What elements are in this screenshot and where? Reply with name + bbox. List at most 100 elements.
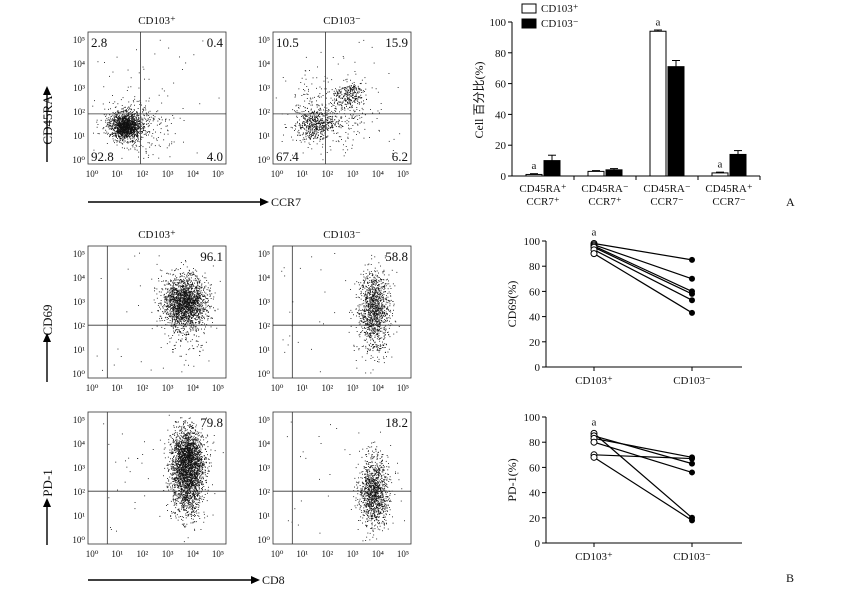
y-tick-label: 10¹	[73, 345, 85, 355]
y-tick-label: 10²	[258, 321, 270, 331]
paired-line	[593, 244, 693, 280]
y-tick-label: 10⁴	[258, 59, 270, 69]
legend-swatch	[521, 3, 537, 14]
bar-y-tick-label: 20	[495, 140, 507, 152]
panel-label-a: A	[786, 195, 795, 209]
arrow-head-cd8	[251, 576, 260, 584]
x-tick-label: 10¹	[296, 383, 308, 393]
flow-plot-frame	[272, 245, 412, 379]
y-tick-label: 10³	[73, 297, 85, 307]
flow-events	[275, 39, 401, 161]
paired-line	[593, 441, 693, 474]
flow-events	[96, 252, 221, 373]
significance-mark: a	[718, 158, 723, 170]
paired-line	[593, 253, 693, 314]
y-tick-label: 10³	[258, 297, 270, 307]
paired-point-cd103-pos	[590, 438, 598, 446]
paired-y-tick-label: 40	[529, 312, 541, 324]
y-tick-label: 10⁰	[72, 369, 85, 379]
paired-line	[593, 249, 693, 301]
flow-plot-frame	[272, 411, 412, 545]
panel-label-b: B	[786, 571, 794, 585]
paired-y-tick-label: 60	[529, 286, 541, 298]
quadrant-value-upper-right: 18.2	[385, 415, 408, 430]
y-tick-label: 10⁰	[257, 155, 270, 165]
arrow-head-cd69	[43, 333, 51, 342]
paired-y-tick-label: 0	[535, 538, 541, 550]
x-tick-label: 10⁵	[212, 549, 224, 559]
y-tick-label: 10⁰	[257, 535, 270, 545]
paired-point-cd103-neg	[689, 517, 695, 524]
y-tick-label: 10⁴	[258, 273, 270, 283]
paired-point-cd103-pos	[590, 453, 598, 461]
bar-y-tick-label: 80	[495, 48, 507, 60]
x-tick-label: 10²	[137, 169, 149, 179]
x-tick-label: 10⁰	[271, 549, 284, 559]
y-tick-label: 10¹	[258, 131, 270, 141]
x-tick-label: 10¹	[111, 383, 123, 393]
y-tick-label: 10⁵	[73, 35, 85, 45]
paired-y-tick-label: 80	[529, 261, 541, 273]
paired-point-cd103-neg	[689, 455, 695, 462]
bar-cd103-neg	[729, 153, 747, 177]
paired-point-cd103-neg	[689, 309, 695, 316]
bar-category-label-line1: CD45RA⁻	[643, 183, 691, 195]
y-tick-label: 10⁴	[73, 273, 85, 283]
flow-plot-title: CD103⁺	[138, 229, 176, 241]
bar-y-axis-label: Cell 百分比(%)	[472, 62, 486, 139]
y-tick-label: 10⁰	[72, 155, 85, 165]
ylabel-cd69: CD69	[40, 304, 55, 335]
arrow-head-ccr7	[260, 198, 269, 206]
legend-label: CD103⁺	[541, 3, 579, 15]
bar-cd103-pos	[711, 172, 729, 177]
quadrant-value-upper-left: 10.5	[276, 35, 299, 50]
x-tick-label: 10⁰	[86, 169, 99, 179]
y-tick-label: 10³	[258, 463, 270, 473]
paired-point-cd103-neg	[689, 460, 695, 467]
y-tick-label: 10¹	[73, 131, 85, 141]
bar-cd103-pos	[587, 170, 605, 177]
x-tick-label: 10³	[162, 383, 174, 393]
y-tick-label: 10⁵	[258, 415, 270, 425]
x-tick-label: 10⁰	[271, 169, 284, 179]
paired-line	[593, 245, 693, 292]
bar-category-label-line2: CCR7⁺	[588, 196, 622, 208]
flow-plot-title: CD103⁻	[323, 15, 361, 27]
y-tick-label: 10⁴	[258, 439, 270, 449]
pd1-paired-chart: 0 20 40 60 80 100 PD-1(%) CD103⁺ CD103⁻ a	[505, 412, 742, 563]
paired-y-axis-label: CD69(%)	[505, 281, 519, 328]
x-tick-label: 10⁴	[372, 549, 384, 559]
y-tick-label: 10⁰	[257, 369, 270, 379]
quadrant-value-upper-right: 0.4	[207, 35, 224, 50]
flow-plot-frame	[87, 245, 227, 379]
flow-events	[92, 39, 220, 159]
x-tick-label: 10¹	[111, 549, 123, 559]
paired-y-tick-label: 100	[524, 236, 541, 248]
quadrant-value-upper-right: 15.9	[385, 35, 408, 50]
paired-line	[593, 435, 693, 465]
x-tick-label: 10¹	[296, 169, 308, 179]
paired-x-tick-label: CD103⁺	[575, 375, 613, 387]
x-tick-label: 10⁵	[397, 549, 409, 559]
arrow-head-pd1	[43, 498, 51, 507]
y-tick-label: 10¹	[258, 345, 270, 355]
bar-y-tick-label: 40	[495, 109, 507, 121]
paired-point-cd103-neg	[689, 469, 695, 476]
paired-x-tick-label: CD103⁺	[575, 551, 613, 563]
bar-category-label-line1: CD45RA⁺	[705, 183, 753, 195]
flow-plot-frame	[87, 411, 227, 545]
y-tick-label: 10³	[258, 83, 270, 93]
x-tick-label: 10²	[137, 383, 149, 393]
paired-line	[593, 242, 693, 261]
quadrant-value-lower-left: 92.8	[91, 149, 114, 164]
x-tick-label: 10⁴	[187, 169, 199, 179]
y-tick-label: 10²	[258, 487, 270, 497]
x-tick-label: 10⁴	[187, 549, 199, 559]
paired-x-tick-label: CD103⁻	[673, 375, 711, 387]
paired-line	[593, 246, 693, 295]
y-tick-label: 10⁵	[73, 415, 85, 425]
